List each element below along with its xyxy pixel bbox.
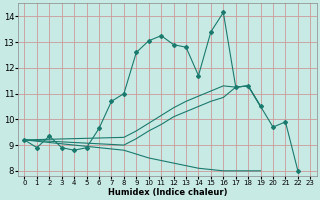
X-axis label: Humidex (Indice chaleur): Humidex (Indice chaleur)	[108, 188, 227, 197]
